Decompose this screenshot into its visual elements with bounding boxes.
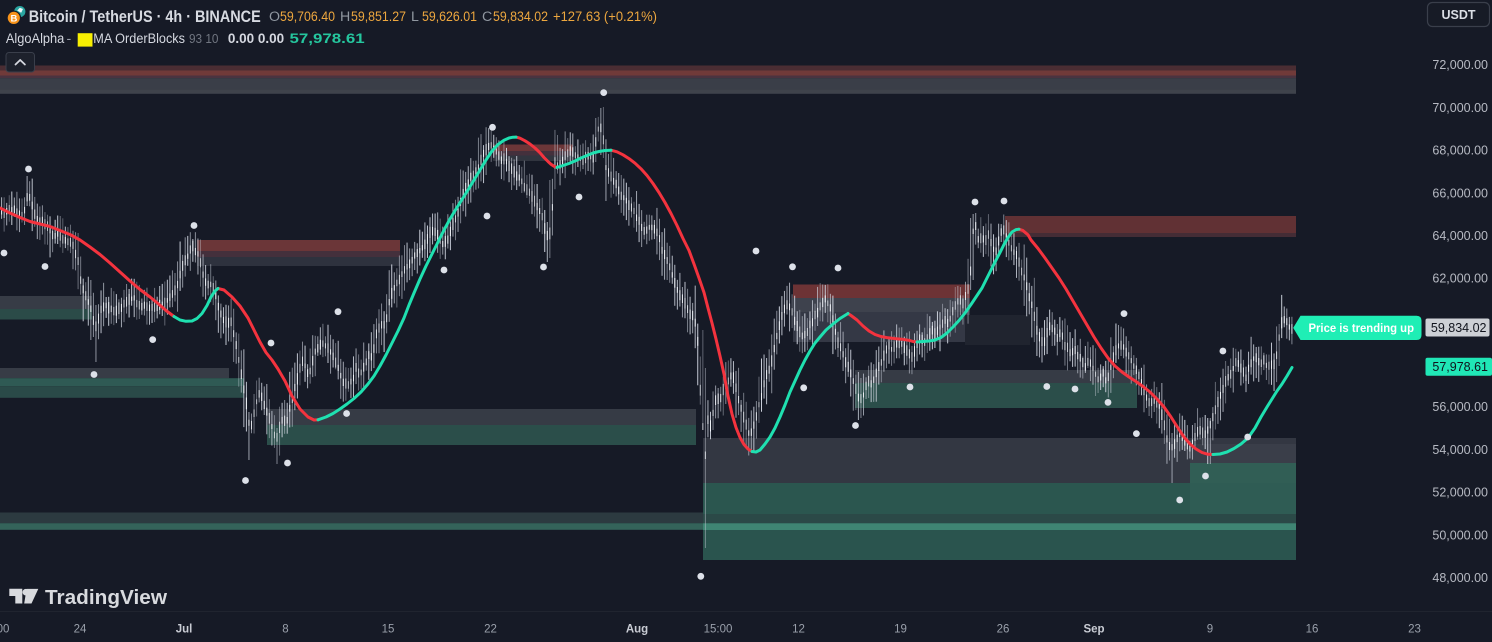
svg-text:66,000.00: 66,000.00 [1432, 186, 1488, 200]
svg-text:12: 12 [792, 624, 805, 636]
svg-text:USDT: USDT [1441, 8, 1475, 22]
svg-text:00: 00 [0, 624, 9, 636]
svg-text:26: 26 [997, 624, 1010, 636]
svg-text:H: H [340, 9, 350, 25]
svg-text:50,000.00: 50,000.00 [1432, 528, 1488, 542]
svg-text:23: 23 [1408, 624, 1421, 636]
svg-text:22: 22 [484, 624, 497, 636]
svg-text:52,000.00: 52,000.00 [1432, 486, 1488, 500]
svg-text:93 10: 93 10 [189, 31, 219, 46]
svg-text:15:00: 15:00 [704, 624, 733, 636]
svg-text:56,000.00: 56,000.00 [1432, 400, 1488, 414]
svg-text:MA OrderBlocks: MA OrderBlocks [93, 31, 185, 47]
svg-text:0.00 0.00: 0.00 0.00 [228, 31, 284, 47]
svg-text:AlgoAlpha: AlgoAlpha [6, 31, 64, 47]
svg-text:O: O [269, 9, 280, 25]
svg-text:59,851.27: 59,851.27 [351, 9, 406, 25]
svg-text:48,000.00: 48,000.00 [1432, 571, 1488, 585]
svg-text:70,000.00: 70,000.00 [1432, 101, 1488, 115]
svg-text:59,626.01: 59,626.01 [422, 9, 477, 25]
svg-text:62,000.00: 62,000.00 [1432, 272, 1488, 286]
svg-text:19: 19 [894, 624, 907, 636]
svg-text:57,978.61: 57,978.61 [1432, 360, 1488, 374]
svg-text:Bitcoin / TetherUS · 4h · BINA: Bitcoin / TetherUS · 4h · BINANCE [29, 7, 261, 26]
svg-text:Jul: Jul [176, 624, 193, 636]
svg-text:9: 9 [1207, 624, 1213, 636]
svg-text:8: 8 [282, 624, 288, 636]
svg-text:L: L [411, 9, 419, 25]
svg-text:-: - [67, 31, 72, 47]
svg-text:68,000.00: 68,000.00 [1432, 144, 1488, 158]
svg-text:Aug: Aug [626, 624, 648, 636]
svg-text:59,834.02: 59,834.02 [493, 9, 548, 25]
svg-text:16: 16 [1306, 624, 1319, 636]
svg-text:TradingView: TradingView [45, 586, 167, 609]
svg-text:57,978.61: 57,978.61 [290, 31, 365, 47]
svg-text:15: 15 [382, 624, 395, 636]
svg-text:72,000.00: 72,000.00 [1432, 58, 1488, 72]
svg-text:Sep: Sep [1083, 624, 1104, 636]
svg-text:24: 24 [74, 624, 87, 636]
svg-text:Price is trending up: Price is trending up [1309, 321, 1415, 335]
svg-text:59,706.40: 59,706.40 [280, 9, 335, 25]
svg-text:+127.63 (+0.21%): +127.63 (+0.21%) [553, 9, 657, 25]
svg-text:54,000.00: 54,000.00 [1432, 443, 1488, 457]
svg-text:B: B [10, 13, 17, 24]
svg-text:64,000.00: 64,000.00 [1432, 229, 1488, 243]
svg-text:59,834.02: 59,834.02 [1431, 321, 1487, 335]
svg-text:C: C [482, 9, 492, 25]
